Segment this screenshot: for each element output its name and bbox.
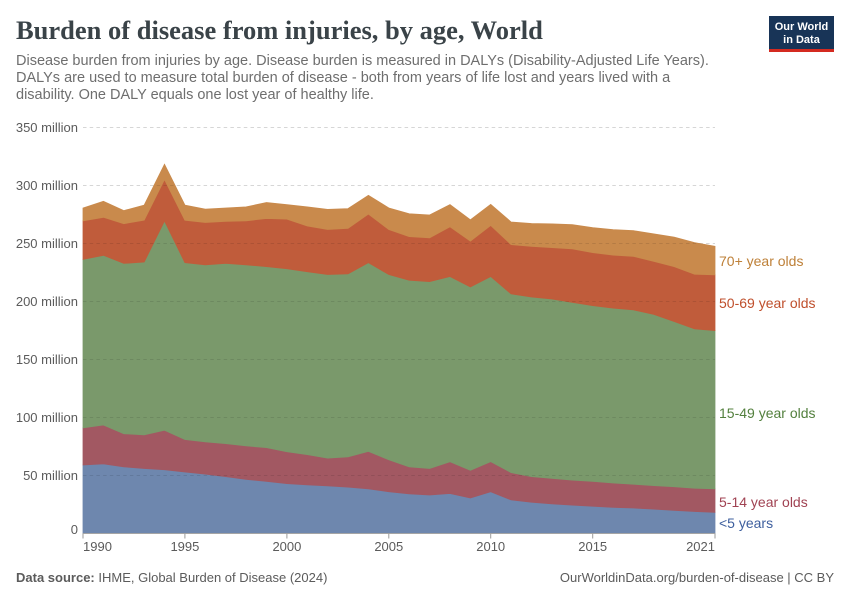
svg-text:350 million: 350 million — [16, 120, 78, 135]
svg-text:150 million: 150 million — [16, 352, 78, 367]
svg-text:0: 0 — [71, 522, 78, 537]
svg-text:2000: 2000 — [272, 539, 301, 554]
svg-text:1995: 1995 — [170, 539, 199, 554]
svg-text:2015: 2015 — [578, 539, 607, 554]
svg-text:50 million: 50 million — [23, 468, 78, 483]
svg-text:200 million: 200 million — [16, 294, 78, 309]
svg-text:250 million: 250 million — [16, 236, 78, 251]
svg-text:1990: 1990 — [83, 539, 112, 554]
svg-text:2010: 2010 — [476, 539, 505, 554]
svg-text:100 million: 100 million — [16, 410, 78, 425]
svg-text:300 million: 300 million — [16, 178, 78, 193]
svg-text:2021: 2021 — [686, 539, 715, 554]
svg-text:2005: 2005 — [374, 539, 403, 554]
